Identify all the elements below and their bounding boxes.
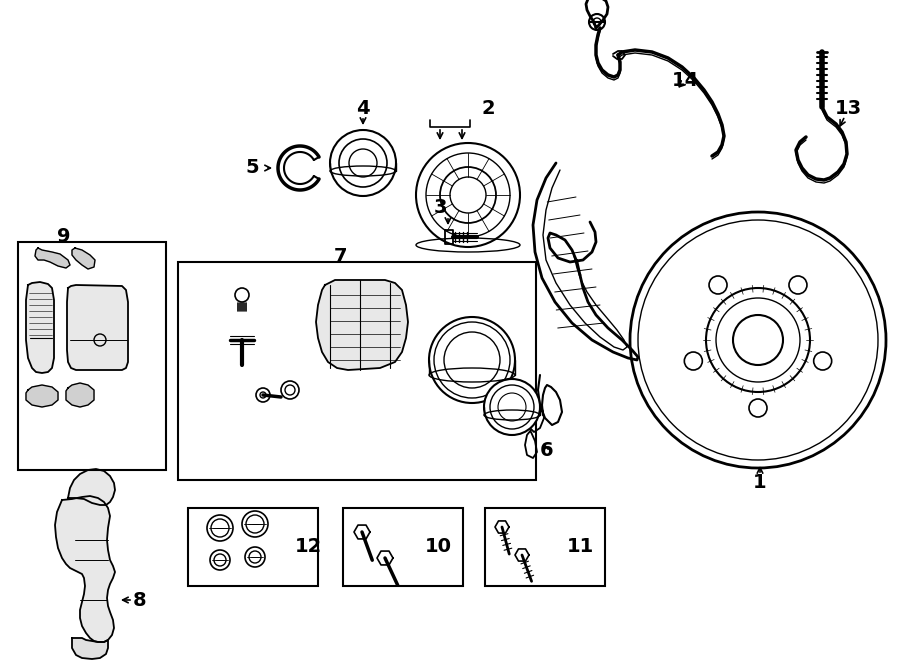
Text: 5: 5 xyxy=(245,158,259,177)
Text: 1: 1 xyxy=(753,473,767,491)
Text: 14: 14 xyxy=(671,70,698,89)
Polygon shape xyxy=(26,282,54,373)
Polygon shape xyxy=(55,496,115,642)
Bar xyxy=(343,508,463,586)
Text: 8: 8 xyxy=(133,591,147,610)
Polygon shape xyxy=(67,285,128,370)
Circle shape xyxy=(484,379,540,435)
Text: 4: 4 xyxy=(356,99,370,117)
Bar xyxy=(485,508,605,586)
Circle shape xyxy=(207,515,233,541)
Polygon shape xyxy=(68,469,115,505)
Bar xyxy=(178,262,536,480)
Text: 7: 7 xyxy=(333,246,346,265)
Circle shape xyxy=(630,212,886,468)
Circle shape xyxy=(245,547,265,567)
Text: 2: 2 xyxy=(482,99,495,117)
Polygon shape xyxy=(26,385,58,407)
Polygon shape xyxy=(35,248,70,268)
Polygon shape xyxy=(316,280,408,370)
Polygon shape xyxy=(66,383,94,407)
Circle shape xyxy=(429,317,515,403)
Text: 3: 3 xyxy=(433,197,446,216)
Bar xyxy=(188,508,318,586)
Polygon shape xyxy=(72,638,108,659)
Text: 12: 12 xyxy=(294,538,321,557)
Circle shape xyxy=(242,511,268,537)
Polygon shape xyxy=(72,248,95,269)
Text: 10: 10 xyxy=(425,538,452,557)
Bar xyxy=(18,242,166,470)
Text: 13: 13 xyxy=(834,99,861,117)
Circle shape xyxy=(210,550,230,570)
Text: 9: 9 xyxy=(58,226,71,246)
Text: 6: 6 xyxy=(540,440,554,459)
Text: 11: 11 xyxy=(566,538,594,557)
